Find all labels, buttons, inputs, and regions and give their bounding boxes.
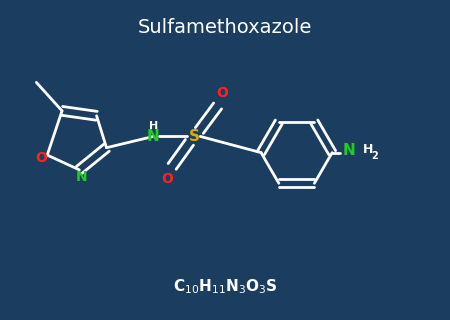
Text: N: N — [147, 129, 160, 144]
Text: S: S — [189, 129, 200, 144]
Text: O: O — [161, 172, 173, 186]
Text: H: H — [363, 143, 374, 156]
Text: N: N — [76, 170, 88, 184]
Text: 2: 2 — [372, 151, 378, 161]
Text: O: O — [36, 151, 47, 165]
Text: N: N — [343, 143, 356, 158]
Text: H: H — [149, 121, 158, 131]
Text: O: O — [216, 86, 229, 100]
Text: C$_{10}$H$_{11}$N$_3$O$_3$S: C$_{10}$H$_{11}$N$_3$O$_3$S — [173, 277, 277, 296]
Text: Sulfamethoxazole: Sulfamethoxazole — [138, 18, 312, 36]
